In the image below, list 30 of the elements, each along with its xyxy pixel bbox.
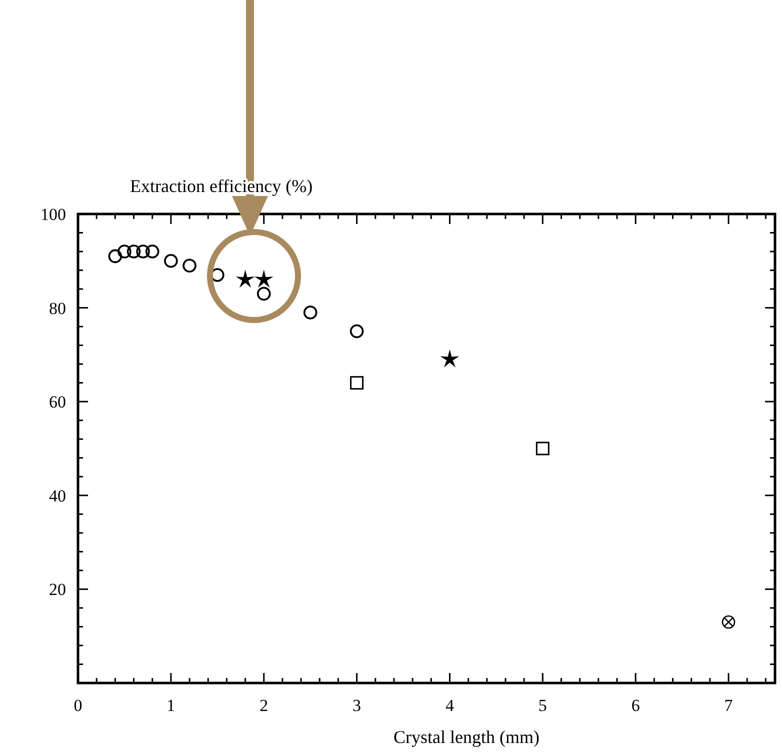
point xyxy=(164,254,178,268)
point xyxy=(182,258,196,272)
x-tick-label: 4 xyxy=(445,696,454,715)
x-tick-label: 0 xyxy=(74,696,82,715)
x-tick-label: 5 xyxy=(538,696,547,715)
point xyxy=(108,249,122,264)
point xyxy=(254,270,274,288)
point xyxy=(722,615,736,629)
point xyxy=(350,324,364,338)
x-tick-label: 3 xyxy=(352,696,362,715)
y-tick-label: 40 xyxy=(49,486,66,506)
point xyxy=(236,270,255,288)
point xyxy=(350,376,364,390)
x-axis-title: Crystal length (mm) xyxy=(394,727,540,747)
y-tick-label: 20 xyxy=(49,580,66,600)
x-tick-label: 2 xyxy=(260,696,268,715)
point xyxy=(145,244,160,258)
point xyxy=(126,244,141,258)
y-tick-label: 100 xyxy=(40,205,66,224)
x-tick-label: 1 xyxy=(166,696,176,715)
x-tick-label: 6 xyxy=(631,696,640,715)
point xyxy=(136,244,150,258)
y-tick-label: 60 xyxy=(49,392,66,412)
x-tick-label: 7 xyxy=(724,696,734,715)
point xyxy=(303,306,318,320)
point xyxy=(256,286,271,301)
point xyxy=(440,349,460,368)
point xyxy=(118,244,132,258)
point xyxy=(536,442,550,456)
y-tick-label: 80 xyxy=(49,298,66,318)
